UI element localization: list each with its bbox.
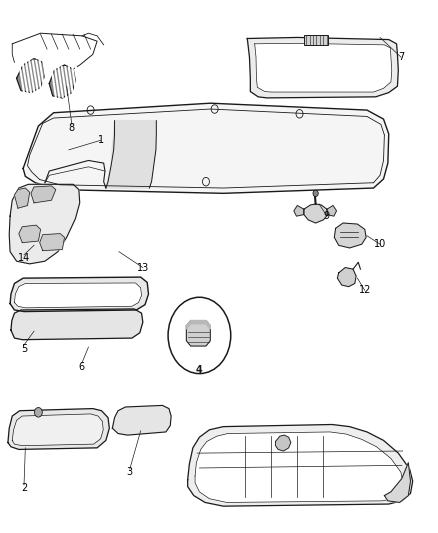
Polygon shape (186, 320, 210, 329)
Polygon shape (10, 277, 148, 312)
Polygon shape (23, 103, 389, 193)
Text: 13: 13 (137, 263, 149, 272)
Polygon shape (186, 320, 210, 346)
Polygon shape (12, 414, 103, 446)
Polygon shape (31, 186, 56, 203)
Polygon shape (8, 409, 110, 449)
Text: 8: 8 (69, 123, 75, 133)
Polygon shape (14, 188, 30, 208)
Polygon shape (304, 204, 328, 223)
Polygon shape (254, 43, 392, 92)
Polygon shape (14, 283, 141, 308)
Text: 14: 14 (18, 253, 30, 263)
Polygon shape (11, 309, 143, 340)
Text: 6: 6 (79, 362, 85, 372)
Text: 1: 1 (98, 135, 104, 146)
Text: 5: 5 (21, 344, 27, 354)
Polygon shape (195, 432, 403, 503)
Text: 4: 4 (196, 365, 203, 375)
Polygon shape (17, 59, 45, 93)
Polygon shape (334, 223, 366, 248)
Polygon shape (276, 435, 291, 451)
Text: 3: 3 (127, 467, 133, 477)
Polygon shape (113, 406, 171, 435)
Text: 2: 2 (21, 483, 27, 493)
Polygon shape (40, 233, 64, 251)
Polygon shape (247, 37, 398, 98)
Polygon shape (327, 206, 336, 216)
Bar (304, 35, 328, 45)
Polygon shape (9, 184, 80, 264)
Polygon shape (294, 206, 304, 216)
Text: 12: 12 (359, 285, 371, 295)
Text: 10: 10 (374, 239, 386, 249)
Polygon shape (49, 65, 75, 98)
Circle shape (313, 190, 318, 197)
Polygon shape (187, 424, 413, 506)
Polygon shape (337, 268, 356, 287)
Circle shape (35, 408, 42, 417)
Circle shape (168, 297, 231, 374)
Polygon shape (385, 463, 410, 503)
Polygon shape (106, 120, 156, 188)
Text: 9: 9 (324, 211, 330, 221)
Polygon shape (19, 225, 41, 243)
Text: 7: 7 (398, 52, 404, 62)
